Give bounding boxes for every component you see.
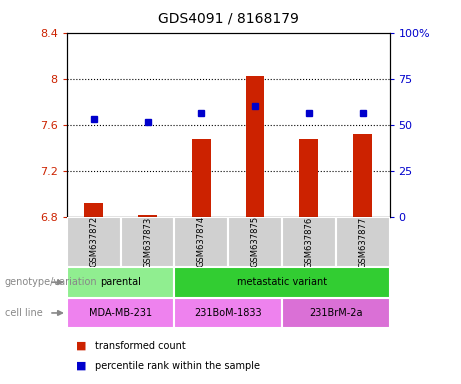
Bar [192,139,211,217]
Text: GSM637873: GSM637873 [143,216,152,268]
Bar [67,267,174,298]
Text: transformed count: transformed count [95,341,185,351]
Text: GSM637877: GSM637877 [358,216,367,268]
Text: GDS4091 / 8168179: GDS4091 / 8168179 [158,12,299,25]
Bar [67,298,174,328]
Bar [121,217,174,267]
Text: genotype/variation: genotype/variation [5,277,97,287]
Text: GSM637874: GSM637874 [197,216,206,268]
Bar [84,203,103,217]
Text: ■: ■ [76,341,87,351]
Bar [246,76,265,217]
Bar [282,298,390,328]
Text: GSM637876: GSM637876 [304,216,313,268]
Bar [67,217,121,267]
Bar [138,215,157,217]
Text: MDA-MB-231: MDA-MB-231 [89,308,152,318]
Bar [174,217,228,267]
Text: cell line: cell line [5,308,42,318]
Text: metastatic variant: metastatic variant [237,277,327,287]
Text: ■: ■ [76,361,87,371]
Text: GSM637872: GSM637872 [89,216,98,268]
Bar [353,134,372,217]
Text: 231BrM-2a: 231BrM-2a [309,308,362,318]
Text: parental: parental [100,277,141,287]
Text: GSM637875: GSM637875 [251,216,260,268]
Bar [174,298,282,328]
Bar [174,267,390,298]
Text: 231BoM-1833: 231BoM-1833 [195,308,262,318]
Bar [282,217,336,267]
Bar [300,139,318,217]
Text: percentile rank within the sample: percentile rank within the sample [95,361,260,371]
Bar [228,217,282,267]
Bar [336,217,390,267]
